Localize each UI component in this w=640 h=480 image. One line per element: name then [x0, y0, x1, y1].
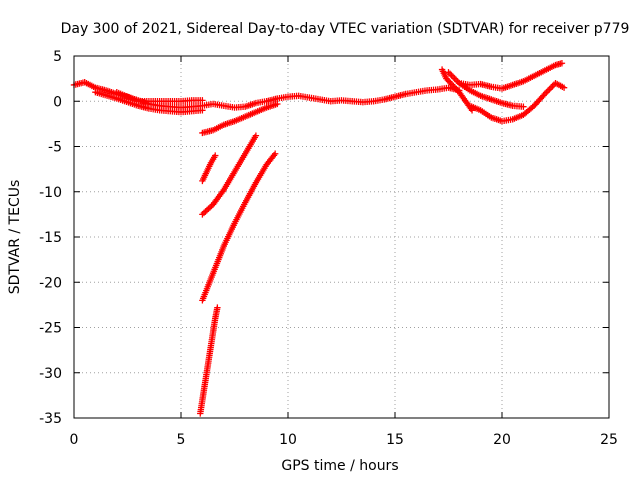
- data-point-arc-late-dip: [560, 84, 568, 91]
- tick-labels: 0 5 10 15 20 25 -35 -30 -25 -20 -15 -10 -5 0 5: [39, 49, 618, 448]
- grid: [74, 56, 609, 418]
- data-point-arc-late-mid: [520, 103, 527, 110]
- data-marks: [70, 60, 568, 417]
- y-tick-label: -20: [39, 275, 62, 291]
- data-point-arc-band-lower: [199, 107, 206, 114]
- data-point-arc-rising-e: [214, 304, 221, 311]
- y-tick-label: -15: [39, 230, 62, 246]
- y-tick-label: -35: [39, 411, 62, 427]
- data-point-arc-rising-b: [212, 152, 219, 159]
- x-tick-label: 15: [386, 432, 404, 448]
- y-axis-title: SDTVAR / TECUs: [7, 180, 23, 295]
- y-tick-label: -30: [39, 366, 62, 382]
- y-tick-label: 5: [53, 49, 62, 65]
- data-point-arc-rising-c: [252, 132, 260, 139]
- data-point-arc-late-dip: [540, 92, 547, 99]
- x-tick-label: 0: [70, 432, 79, 448]
- y-tick-label: -25: [39, 321, 62, 337]
- data-point-arc-rising-d: [271, 150, 279, 157]
- axis-ticks: [73, 55, 610, 419]
- y-tick-label: -10: [39, 185, 62, 201]
- chart-title: Day 300 of 2021, Sidereal Day-to-day VTE…: [61, 21, 630, 37]
- x-tick-label: 5: [177, 432, 186, 448]
- y-tick-label: -5: [48, 140, 62, 156]
- x-axis-title: GPS time / hours: [281, 458, 398, 474]
- x-tick-label: 20: [493, 432, 511, 448]
- data-point-arc-band-upper: [199, 97, 206, 104]
- y-tick-label: 0: [53, 94, 62, 110]
- data-point-arc-rising-a: [274, 100, 281, 108]
- data-point-arc-late-upper: [558, 60, 566, 67]
- x-tick-label: 10: [279, 432, 297, 448]
- x-tick-label: 25: [600, 432, 618, 448]
- data-point-arc-isolated: [468, 107, 476, 114]
